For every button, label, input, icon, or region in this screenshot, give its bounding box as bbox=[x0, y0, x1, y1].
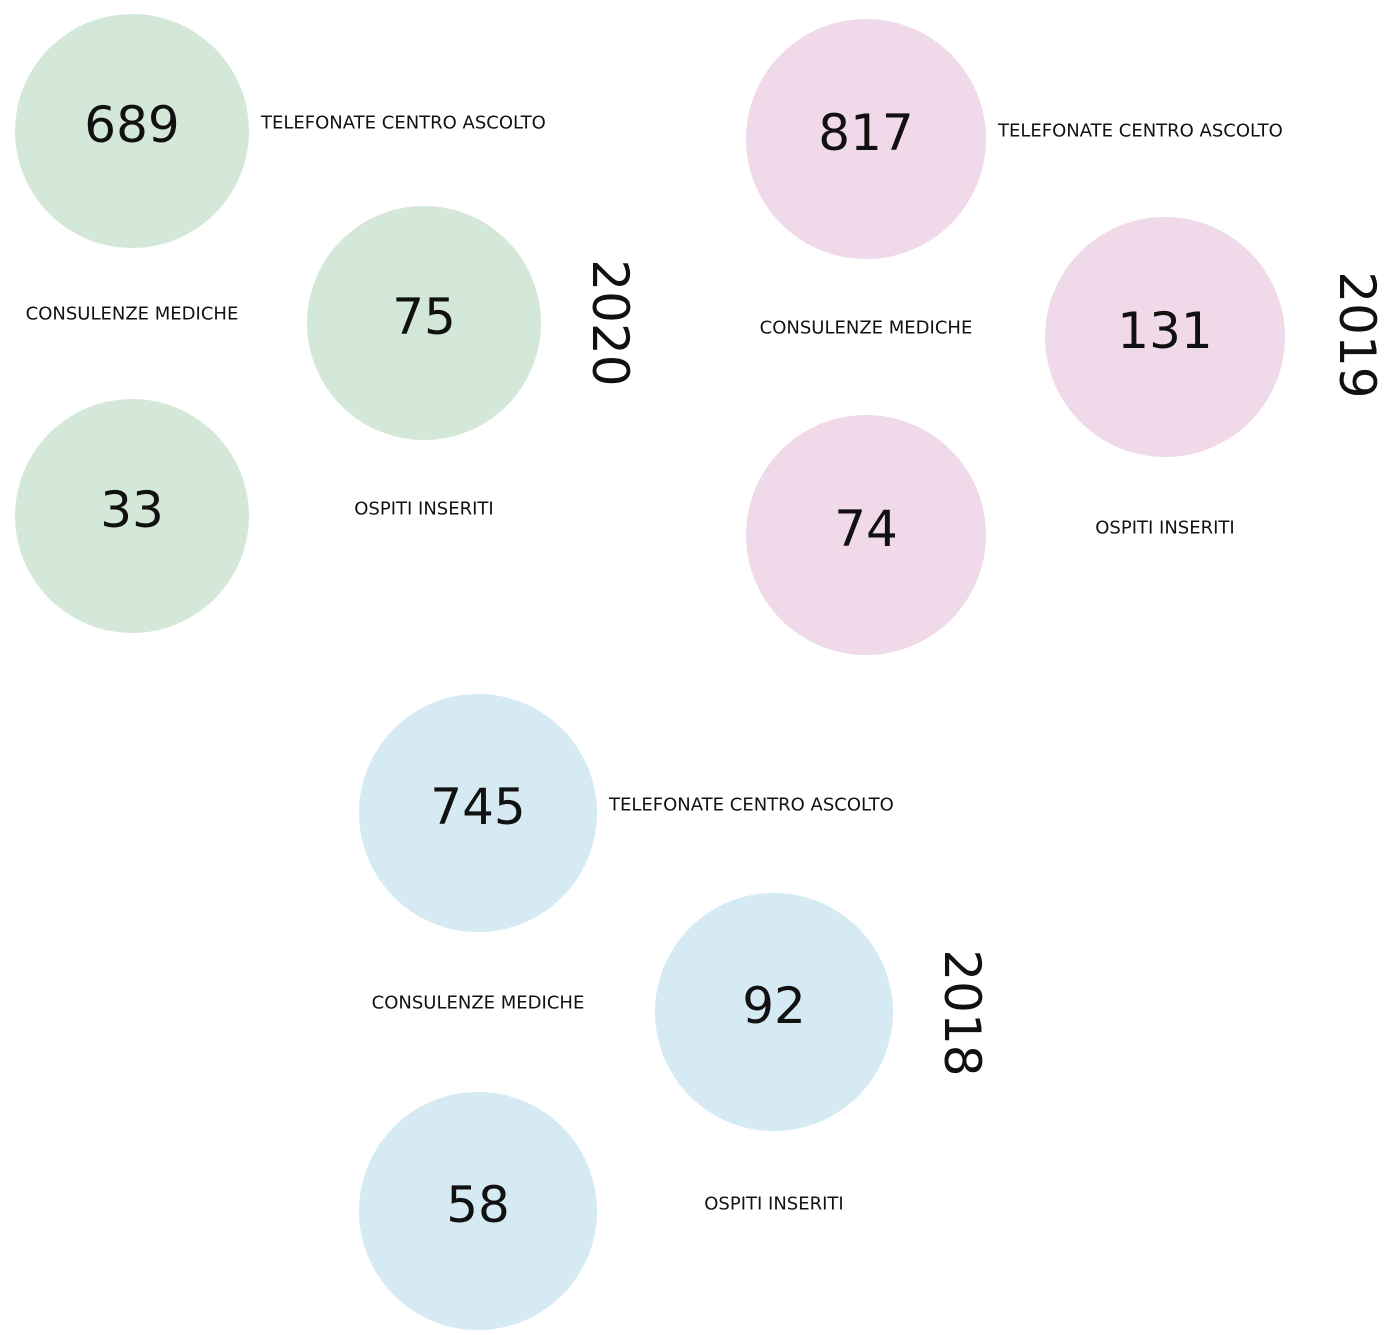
bubble bbox=[307, 206, 541, 440]
item-label: OSPITI INSERITI bbox=[354, 499, 493, 520]
item-label: CONSULENZE MEDICHE bbox=[372, 993, 585, 1014]
bubble-value: 74 bbox=[834, 500, 898, 558]
year-label: 2019 bbox=[1328, 271, 1386, 398]
bubble bbox=[359, 1092, 597, 1330]
bubble-value: 817 bbox=[818, 104, 913, 162]
bubble-value: 689 bbox=[84, 96, 179, 154]
item-label: TELEFONATE CENTRO ASCOLTO bbox=[260, 113, 546, 134]
bubble-value: 58 bbox=[446, 1176, 510, 1234]
bubble-value: 75 bbox=[392, 288, 456, 346]
year-label: 2020 bbox=[581, 259, 639, 386]
bubble-value: 92 bbox=[742, 977, 806, 1035]
bubble-value: 33 bbox=[100, 481, 164, 539]
item-label: CONSULENZE MEDICHE bbox=[760, 318, 973, 339]
bubble bbox=[15, 14, 249, 248]
item-label: TELEFONATE CENTRO ASCOLTO bbox=[608, 795, 894, 816]
item-label: OSPITI INSERITI bbox=[1095, 518, 1234, 539]
bubble bbox=[746, 19, 986, 259]
item-label: OSPITI INSERITI bbox=[704, 1194, 843, 1215]
item-label: CONSULENZE MEDICHE bbox=[26, 304, 239, 325]
bubble bbox=[746, 415, 986, 655]
bubble bbox=[15, 399, 249, 633]
bubble bbox=[655, 893, 893, 1131]
year-label: 2018 bbox=[933, 949, 991, 1076]
bubble bbox=[359, 694, 597, 932]
item-label: TELEFONATE CENTRO ASCOLTO bbox=[997, 121, 1283, 142]
bubble bbox=[1045, 217, 1285, 457]
bubble-value: 131 bbox=[1117, 302, 1212, 360]
bubble-value: 745 bbox=[430, 778, 525, 836]
